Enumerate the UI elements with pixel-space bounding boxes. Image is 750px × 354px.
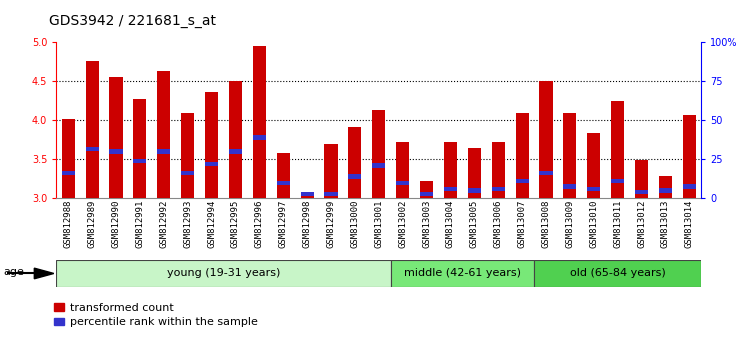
Bar bbox=[635, 190, 648, 194]
Bar bbox=[396, 181, 410, 185]
Bar bbox=[492, 142, 505, 198]
Bar bbox=[587, 133, 600, 198]
Bar bbox=[563, 113, 577, 198]
Bar bbox=[468, 188, 481, 193]
Bar bbox=[348, 174, 361, 178]
Bar bbox=[62, 171, 75, 176]
Bar bbox=[325, 192, 338, 196]
FancyBboxPatch shape bbox=[56, 260, 391, 287]
Bar bbox=[181, 171, 194, 176]
Bar bbox=[86, 147, 99, 151]
Bar bbox=[444, 187, 457, 191]
Bar bbox=[181, 113, 194, 198]
Bar bbox=[158, 149, 170, 154]
Bar bbox=[62, 119, 75, 198]
Bar bbox=[253, 135, 266, 139]
Bar bbox=[229, 81, 242, 198]
Bar bbox=[110, 77, 122, 198]
Bar bbox=[158, 71, 170, 198]
Bar bbox=[515, 179, 529, 183]
Bar bbox=[492, 187, 505, 191]
Bar bbox=[205, 92, 218, 198]
Bar bbox=[468, 148, 481, 198]
FancyBboxPatch shape bbox=[534, 260, 701, 287]
Bar bbox=[682, 184, 696, 189]
Bar bbox=[134, 159, 146, 163]
Bar bbox=[563, 184, 577, 189]
Bar bbox=[301, 193, 313, 198]
Text: young (19-31 years): young (19-31 years) bbox=[166, 268, 280, 279]
Bar bbox=[372, 110, 386, 198]
Bar bbox=[611, 179, 624, 183]
Bar bbox=[134, 98, 146, 198]
Bar bbox=[420, 181, 433, 198]
Bar bbox=[611, 101, 624, 198]
Bar bbox=[348, 127, 361, 198]
Bar bbox=[86, 61, 99, 198]
Bar bbox=[229, 149, 242, 154]
Text: age: age bbox=[4, 267, 25, 277]
Bar bbox=[539, 81, 553, 198]
Legend: transformed count, percentile rank within the sample: transformed count, percentile rank withi… bbox=[54, 303, 258, 327]
Bar bbox=[396, 142, 410, 198]
Bar bbox=[277, 153, 290, 198]
Bar bbox=[325, 144, 338, 198]
Bar bbox=[539, 171, 553, 176]
FancyBboxPatch shape bbox=[391, 260, 534, 287]
Text: middle (42-61 years): middle (42-61 years) bbox=[404, 268, 520, 279]
Bar bbox=[277, 181, 290, 185]
Text: GDS3942 / 221681_s_at: GDS3942 / 221681_s_at bbox=[49, 14, 216, 28]
Bar bbox=[420, 192, 433, 196]
Bar bbox=[110, 149, 122, 154]
Bar bbox=[372, 164, 386, 168]
Bar bbox=[635, 160, 648, 198]
Bar bbox=[444, 142, 457, 198]
Bar bbox=[658, 188, 672, 193]
Bar bbox=[682, 115, 696, 198]
Polygon shape bbox=[34, 268, 54, 279]
Bar bbox=[658, 176, 672, 198]
Text: old (65-84 years): old (65-84 years) bbox=[570, 268, 665, 279]
Bar bbox=[253, 46, 266, 198]
Bar bbox=[515, 113, 529, 198]
Bar bbox=[205, 162, 218, 166]
Bar bbox=[301, 192, 313, 196]
Bar bbox=[587, 187, 600, 191]
